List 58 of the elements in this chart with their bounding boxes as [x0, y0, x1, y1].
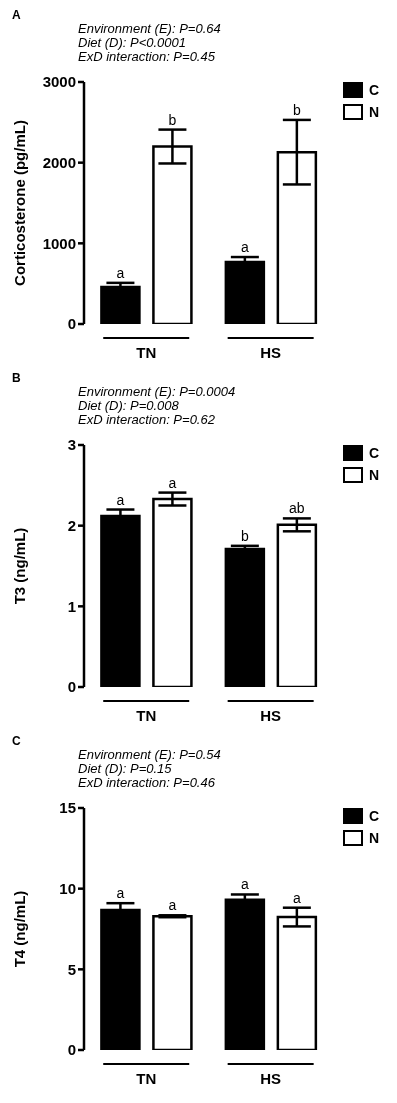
y-tick-label: 1000 [42, 234, 76, 252]
y-axis-title: Corticosterone (pg/mL) [11, 120, 29, 286]
bar [100, 285, 141, 324]
data-label: b [292, 101, 301, 118]
bar [224, 898, 266, 1050]
y-tick-label: 10 [59, 879, 76, 897]
text: Environment (E): P=0.54 [78, 747, 222, 762]
data-label: a [116, 491, 125, 508]
data-label: b [240, 527, 249, 544]
chart-title: B [11, 371, 22, 385]
chart-title: C [11, 734, 22, 748]
data-label: a [116, 885, 125, 902]
data-label: a [116, 264, 125, 281]
y-tick-label: 15 [59, 799, 76, 817]
legend-label: C [368, 82, 379, 98]
y-axis-title: T4 (ng/mL) [11, 890, 29, 968]
chart-title: A [11, 8, 22, 22]
bar [224, 260, 266, 324]
data-label: a [292, 889, 301, 906]
x-tick-label: TN [136, 707, 157, 724]
x-tick-label: HS [260, 707, 282, 724]
text: Diet (D): P=0.15 [78, 761, 172, 776]
y-tick-label: 1 [67, 597, 76, 615]
y-tick-label: 5 [67, 960, 76, 978]
data-label: a [168, 474, 177, 491]
legend-label: N [368, 830, 379, 846]
y-tick-label: 3 [67, 436, 76, 454]
bar [152, 497, 193, 687]
bar [152, 915, 193, 1050]
x-tick-label: HS [260, 1070, 282, 1087]
y-axis-title: T3 (ng/mL) [11, 527, 29, 605]
data-label: a [240, 876, 249, 893]
data-label: ab [289, 500, 305, 517]
y-tick-label: 2 [67, 516, 76, 534]
y-tick-label: 0 [67, 1041, 76, 1059]
legend-label: N [368, 104, 379, 120]
legend-label: N [368, 467, 379, 483]
y-tick-label: 0 [67, 678, 76, 696]
x-tick-label: TN [136, 344, 157, 361]
y-tick-label: 2000 [42, 153, 76, 171]
legend-label: C [368, 445, 379, 461]
text: Environment (E): P=0.64 [78, 21, 222, 36]
x-tick-label: HS [260, 344, 282, 361]
data-label: b [168, 111, 177, 128]
text: Diet (D): P<0.0001 [78, 35, 188, 50]
text: ExD interaction: P=0.46 [78, 775, 216, 790]
legend-label: C [368, 808, 379, 824]
bar [100, 514, 141, 687]
y-tick-label: 3000 [42, 73, 76, 91]
text: ExD interaction: P=0.62 [78, 412, 216, 427]
x-tick-label: TN [136, 1070, 157, 1087]
bar [224, 547, 266, 687]
data-label: a [168, 897, 177, 914]
text: Diet (D): P=0.008 [78, 398, 180, 413]
y-tick-label: 0 [67, 315, 76, 333]
text: ExD interaction: P=0.45 [78, 49, 216, 64]
data-label: a [240, 239, 249, 256]
text: Environment (E): P=0.0004 [78, 384, 237, 399]
